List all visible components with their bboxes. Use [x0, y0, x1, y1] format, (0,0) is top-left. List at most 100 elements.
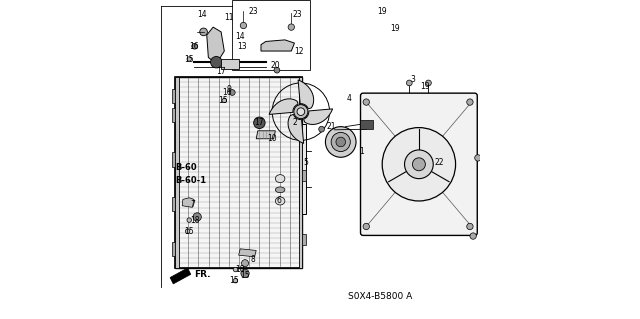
Text: 3: 3 — [410, 75, 415, 84]
Circle shape — [192, 43, 198, 49]
Ellipse shape — [275, 187, 285, 193]
Text: 14: 14 — [236, 32, 245, 41]
Circle shape — [241, 260, 248, 267]
Text: 5: 5 — [303, 158, 308, 167]
Polygon shape — [300, 124, 307, 214]
Text: 6: 6 — [276, 197, 281, 205]
Circle shape — [426, 80, 431, 86]
Circle shape — [336, 137, 346, 147]
Polygon shape — [256, 131, 275, 139]
Polygon shape — [288, 115, 303, 144]
Text: 20: 20 — [271, 61, 280, 70]
Text: 11: 11 — [225, 13, 234, 22]
Circle shape — [186, 229, 190, 234]
Polygon shape — [303, 106, 306, 117]
Circle shape — [241, 269, 249, 278]
Circle shape — [274, 67, 280, 73]
Polygon shape — [172, 152, 175, 167]
Text: 19: 19 — [378, 7, 387, 16]
Text: 22: 22 — [435, 158, 444, 167]
Polygon shape — [175, 77, 303, 268]
Text: 4: 4 — [346, 94, 351, 103]
Polygon shape — [360, 120, 372, 129]
Circle shape — [363, 223, 369, 230]
Text: 19: 19 — [420, 82, 430, 91]
Polygon shape — [269, 99, 298, 115]
Text: 12: 12 — [294, 47, 304, 56]
Circle shape — [363, 99, 369, 105]
Circle shape — [470, 233, 476, 239]
Polygon shape — [303, 170, 306, 181]
Text: 15: 15 — [184, 227, 194, 236]
Circle shape — [404, 150, 433, 179]
Text: 15: 15 — [229, 276, 239, 285]
Circle shape — [253, 117, 265, 129]
Circle shape — [406, 80, 412, 86]
Text: 19: 19 — [390, 24, 400, 33]
Text: 15: 15 — [218, 96, 227, 105]
Text: 14: 14 — [197, 10, 207, 19]
Polygon shape — [170, 268, 191, 284]
Text: 9: 9 — [227, 85, 232, 94]
FancyBboxPatch shape — [360, 93, 477, 235]
Text: 15: 15 — [240, 271, 250, 280]
Circle shape — [187, 57, 191, 61]
Polygon shape — [175, 77, 179, 268]
Circle shape — [240, 22, 246, 29]
Polygon shape — [299, 77, 303, 268]
Polygon shape — [172, 242, 175, 256]
Circle shape — [412, 158, 426, 171]
Polygon shape — [172, 89, 175, 103]
Text: B-60: B-60 — [175, 163, 196, 172]
Text: 2: 2 — [292, 118, 297, 127]
Text: 16: 16 — [223, 88, 232, 97]
Polygon shape — [182, 198, 194, 207]
Circle shape — [297, 108, 305, 115]
Text: 16: 16 — [189, 42, 199, 51]
Circle shape — [467, 223, 473, 230]
Circle shape — [475, 155, 481, 161]
Text: 21: 21 — [326, 122, 336, 130]
Circle shape — [288, 24, 294, 30]
Circle shape — [229, 90, 235, 95]
Text: 18: 18 — [190, 216, 200, 225]
Circle shape — [233, 267, 237, 272]
Circle shape — [200, 28, 207, 36]
Circle shape — [382, 128, 456, 201]
Polygon shape — [239, 249, 256, 257]
Circle shape — [331, 132, 350, 152]
Text: 17: 17 — [216, 67, 226, 76]
Text: 1: 1 — [359, 147, 364, 156]
Text: 18: 18 — [236, 265, 245, 274]
Bar — [175, 77, 303, 268]
Text: FR.: FR. — [194, 270, 211, 279]
Polygon shape — [303, 109, 333, 124]
Text: 15: 15 — [184, 55, 194, 63]
Polygon shape — [298, 80, 314, 109]
Polygon shape — [172, 197, 175, 211]
Polygon shape — [221, 59, 239, 69]
Text: 23: 23 — [248, 7, 258, 16]
Text: 8: 8 — [251, 256, 255, 264]
Polygon shape — [207, 27, 224, 64]
Text: S0X4-B5800 A: S0X4-B5800 A — [349, 292, 413, 301]
Circle shape — [467, 99, 473, 105]
Text: 23: 23 — [293, 10, 303, 19]
Circle shape — [294, 105, 308, 119]
Text: 7: 7 — [190, 200, 195, 209]
Text: B-60-1: B-60-1 — [175, 176, 206, 185]
Text: 17: 17 — [255, 118, 264, 127]
Text: 10: 10 — [268, 134, 277, 143]
Circle shape — [222, 98, 227, 103]
Polygon shape — [303, 234, 306, 245]
Circle shape — [193, 213, 202, 221]
Circle shape — [187, 218, 191, 222]
Ellipse shape — [275, 197, 285, 205]
Circle shape — [211, 56, 222, 68]
Polygon shape — [261, 40, 294, 51]
Circle shape — [233, 278, 237, 283]
Circle shape — [325, 127, 356, 157]
Text: 13: 13 — [237, 42, 246, 51]
Circle shape — [319, 126, 324, 132]
Ellipse shape — [275, 174, 285, 182]
